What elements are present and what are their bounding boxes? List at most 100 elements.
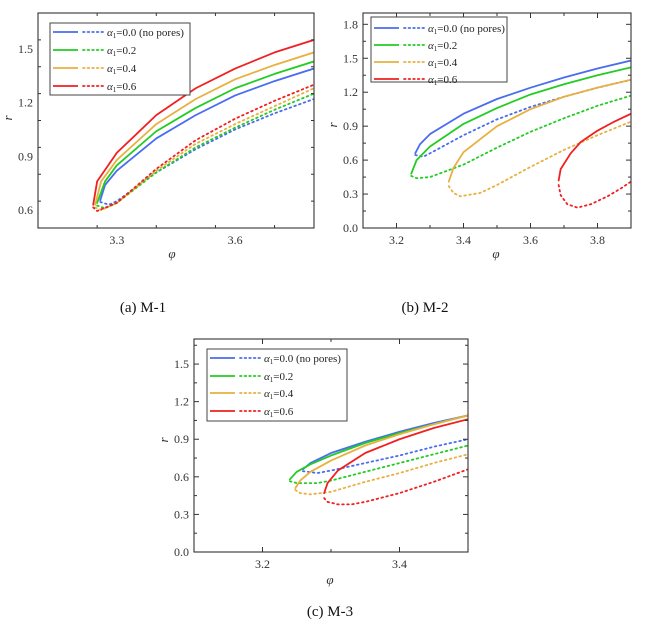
legend-subscript: 1: [434, 62, 438, 70]
legend: α1=0.0 (no pores)α1=0.2α1=0.4α1=0.6: [206, 348, 348, 422]
legend: α1=0.0 (no pores)α1=0.2α1=0.4α1=0.6: [49, 22, 191, 96]
series-line-solid-2: [294, 414, 468, 489]
x-tick-label: 3.8: [590, 233, 605, 247]
legend-symbol: α: [428, 23, 434, 35]
series-group: [410, 59, 631, 209]
series-line-dotted-1: [289, 444, 468, 484]
legend-value: 0.0 (no pores): [123, 27, 185, 39]
legend-symbol: α: [264, 406, 270, 418]
legend-value: 0.4: [280, 388, 294, 400]
legend-item: α1=0.4: [374, 57, 458, 70]
legend-equals: =: [116, 45, 122, 57]
series-group: [289, 414, 468, 506]
legend-value: 0.0 (no pores): [444, 23, 506, 35]
panel-b-m2: 3.2 3.4 3.6 3.80.00.30.60.91.21.51.8φrα1=0.…: [325, 12, 632, 316]
legend-symbol: α: [107, 45, 113, 57]
x-tick-label: 3.6: [228, 233, 243, 247]
legend-item: α1=0.6: [53, 81, 137, 94]
legend-symbol: α: [107, 27, 113, 39]
legend-symbol: α: [107, 63, 113, 75]
series-line-solid-3: [557, 112, 631, 182]
legend-label: α1=0.0 (no pores): [264, 353, 341, 366]
y-tick-label: 1.2: [174, 395, 189, 409]
legend-label: α1=0.6: [107, 81, 137, 94]
legend-item: α1=0.2: [374, 40, 457, 53]
legend-subscript: 1: [113, 32, 117, 40]
legend-symbol: α: [428, 57, 434, 69]
series-line-dotted-3: [557, 180, 631, 209]
y-tick-label: 0.0: [343, 221, 358, 235]
legend-value: 0.4: [444, 57, 458, 69]
legend-value: 0.2: [444, 40, 458, 52]
y-tick-label: 0.6: [343, 153, 358, 167]
series-line-dotted-1: [410, 94, 631, 180]
legend-frame: [206, 348, 348, 422]
legend-label: α1=0.4: [107, 63, 137, 76]
x-tick-label: 3.2: [255, 557, 270, 571]
x-tick-label: 3.4: [392, 557, 407, 571]
legend-symbol: α: [264, 388, 270, 400]
y-tick-label: 0.9: [343, 119, 358, 133]
legend-symbol: α: [107, 81, 113, 93]
series-line-dotted-0: [414, 78, 631, 158]
legend-subscript: 1: [270, 376, 274, 384]
legend-equals: =: [273, 371, 279, 383]
series-line-solid-0: [99, 67, 314, 202]
y-tick-label: 1.5: [174, 357, 189, 371]
legend-item: α1=0.6: [374, 74, 458, 87]
y-tick-label: 0.9: [18, 149, 33, 163]
legend-symbol: α: [264, 353, 270, 365]
y-tick-label: 0.9: [174, 432, 189, 446]
x-tick-label: 3.2: [389, 233, 404, 247]
legend-equals: =: [273, 353, 279, 365]
legend-item: α1=0.2: [53, 45, 136, 58]
series-line-dotted-2: [294, 453, 468, 496]
legend-label: α1=0.2: [428, 40, 457, 53]
legend-equals: =: [273, 388, 279, 400]
series-line-dotted-0: [302, 438, 468, 474]
legend: α1=0.0 (no pores)α1=0.2α1=0.4α1=0.6: [370, 16, 508, 87]
legend-label: α1=0.2: [107, 45, 136, 58]
legend-item: α1=0.6: [210, 406, 294, 419]
series-line-solid-2: [447, 78, 631, 183]
legend-label: α1=0.0 (no pores): [428, 23, 505, 36]
legend-label: α1=0.4: [428, 57, 458, 70]
y-axis-label: r: [156, 437, 171, 443]
series-line-solid-0: [302, 414, 468, 471]
y-tick-label: 1.5: [343, 51, 358, 65]
series-line-dotted-3: [323, 468, 468, 506]
legend-label: α1=0.6: [428, 74, 458, 87]
x-tick-label: 3.6: [523, 233, 538, 247]
legend-equals: =: [437, 23, 443, 35]
legend-label: α1=0.4: [264, 388, 294, 401]
x-axis-label: φ: [326, 572, 333, 587]
legend-equals: =: [437, 57, 443, 69]
legend-value: 0.0 (no pores): [280, 353, 342, 365]
x-tick-label: 3.3: [109, 233, 124, 247]
legend-value: 0.4: [123, 63, 137, 75]
legend-subscript: 1: [113, 50, 117, 58]
legend-equals: =: [437, 74, 443, 86]
legend-equals: =: [116, 27, 122, 39]
y-tick-label: 0.3: [343, 187, 358, 201]
y-tick-label: 0.6: [174, 470, 189, 484]
legend-value: 0.2: [280, 371, 294, 383]
legend-label: α1=0.6: [264, 406, 294, 419]
series-line-solid-1: [410, 66, 631, 175]
series-line-solid-2: [94, 51, 314, 206]
series-line-solid-0: [414, 59, 631, 155]
x-axis-label: φ: [168, 246, 175, 261]
legend-subscript: 1: [434, 79, 438, 87]
legend-value: 0.6: [123, 81, 137, 93]
series-line-solid-3: [323, 418, 468, 495]
y-tick-label: 1.2: [343, 85, 358, 99]
panel-caption: (c) M-3: [307, 604, 353, 620]
y-tick-label: 0.0: [174, 545, 189, 559]
series-line-solid-3: [92, 38, 314, 206]
legend-subscript: 1: [434, 45, 438, 53]
legend-label: α1=0.2: [264, 371, 293, 384]
legend-equals: =: [116, 81, 122, 93]
legend-item: α1=0.4: [210, 388, 294, 401]
legend-symbol: α: [264, 371, 270, 383]
